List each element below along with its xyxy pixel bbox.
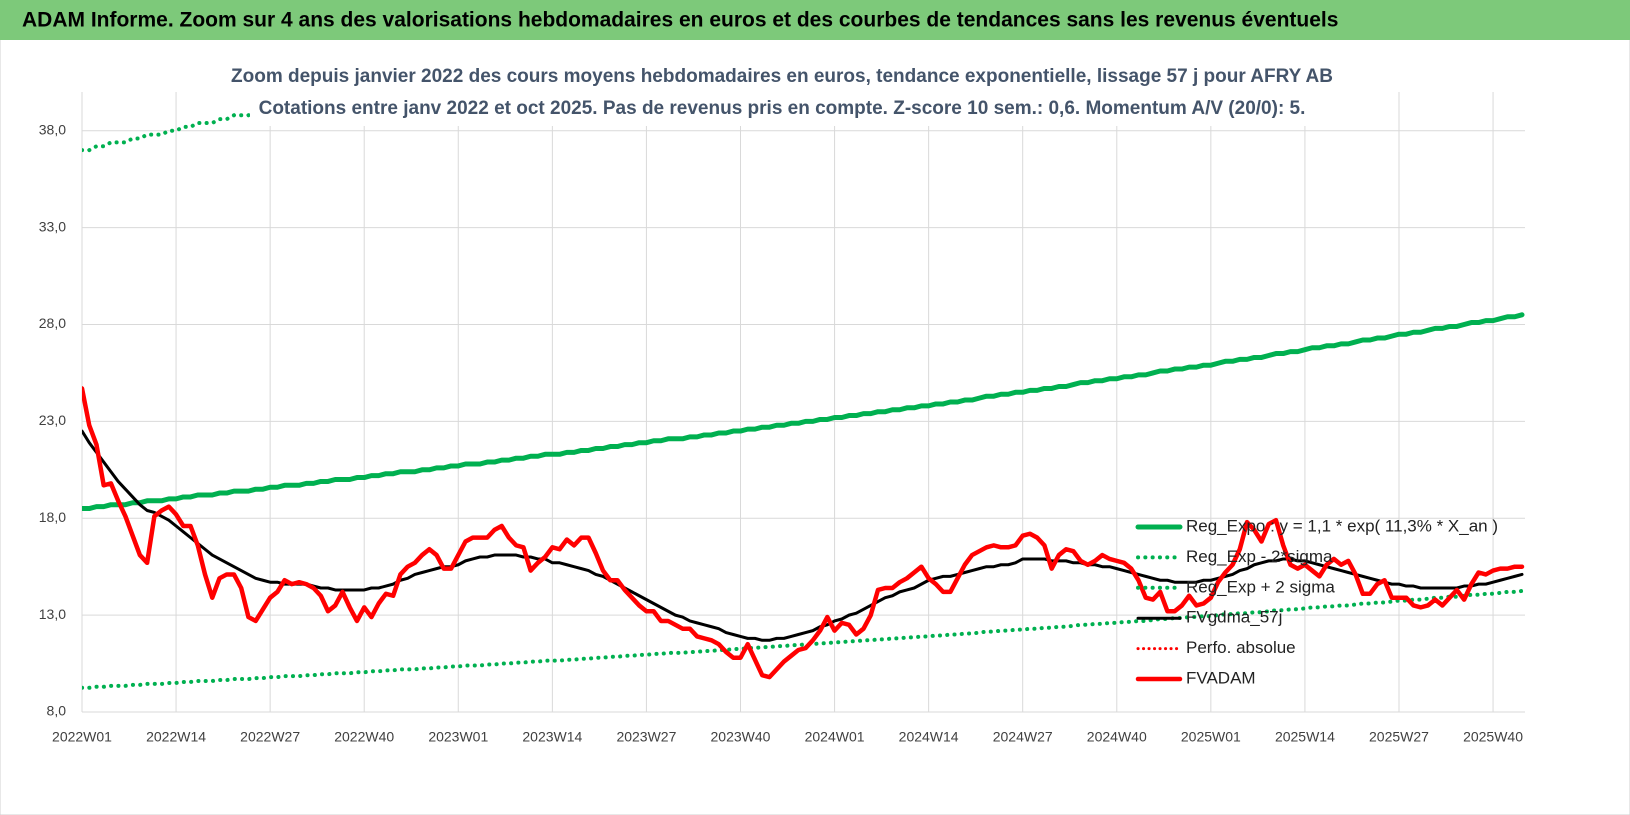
- y-tick-label: 38,0: [39, 121, 66, 137]
- y-tick-label: 13,0: [39, 606, 66, 622]
- x-tick-label: 2024W40: [1087, 729, 1147, 745]
- series-line: [82, 429, 1524, 642]
- x-tick-label: 2022W01: [52, 729, 112, 745]
- y-tick-label: 33,0: [39, 218, 66, 234]
- x-tick-label: 2022W27: [240, 729, 300, 745]
- legend-label: Perfo. absolue: [1186, 638, 1296, 657]
- x-tick-label: 2023W40: [711, 729, 771, 745]
- x-tick-label: 2025W01: [1181, 729, 1241, 745]
- x-tick-label: 2023W14: [522, 729, 582, 745]
- header-bar: [0, 0, 1630, 40]
- x-tick-label: 2024W14: [899, 729, 959, 745]
- x-tick-label: 2023W27: [616, 729, 676, 745]
- x-tick-label: 2024W01: [805, 729, 865, 745]
- x-tick-label: 2022W40: [334, 729, 394, 745]
- axes: 8,0 13,0 18,0 23,0 28,0 33,0 38,0 2022W01 2022W1…: [39, 121, 1523, 744]
- grid: [81, 92, 1525, 713]
- legend-label: Reg_Exp + 2 sigma: [1186, 577, 1335, 596]
- y-tick-label: 8,0: [47, 703, 67, 719]
- x-tick-label: 2022W14: [146, 729, 206, 745]
- x-tick-label: 2024W27: [993, 729, 1053, 745]
- series-line: [82, 312, 1525, 512]
- x-tick-label: 2023W01: [428, 729, 488, 745]
- x-tick-label: 2025W27: [1369, 729, 1429, 745]
- y-tick-label: 23,0: [39, 412, 66, 428]
- legend-label: FVADAM: [1186, 668, 1256, 687]
- chart-title: ADAM Informe. Zoom sur 4 ans des valoris…: [22, 9, 1338, 32]
- legend-label: Reg_Expo : y = 1,1 * exp( 11,3% * X_an ): [1186, 516, 1498, 535]
- subtitle: Zoom depuis janvier 2022 des cours moyen…: [231, 66, 1333, 87]
- subtitle-box: [250, 58, 1320, 126]
- x-tick-label: 2025W14: [1275, 729, 1335, 745]
- y-tick-label: 28,0: [39, 315, 66, 331]
- series-line: [82, 588, 1524, 690]
- legend-label: FVgdma_57j: [1186, 608, 1282, 627]
- y-tick-label: 18,0: [39, 509, 66, 525]
- legend-label: Reg_Exp - 2*sigma: [1186, 547, 1333, 566]
- x-tick-label: 2025W40: [1463, 729, 1523, 745]
- subtitle: Cotations entre janv 2022 et oct 2025. P…: [259, 98, 1306, 119]
- legend: Reg_Expo : y = 1,1 * exp( 11,3% * X_an )…: [1135, 516, 1498, 687]
- plot-lines: [82, 92, 1525, 690]
- series-line: [82, 386, 1525, 680]
